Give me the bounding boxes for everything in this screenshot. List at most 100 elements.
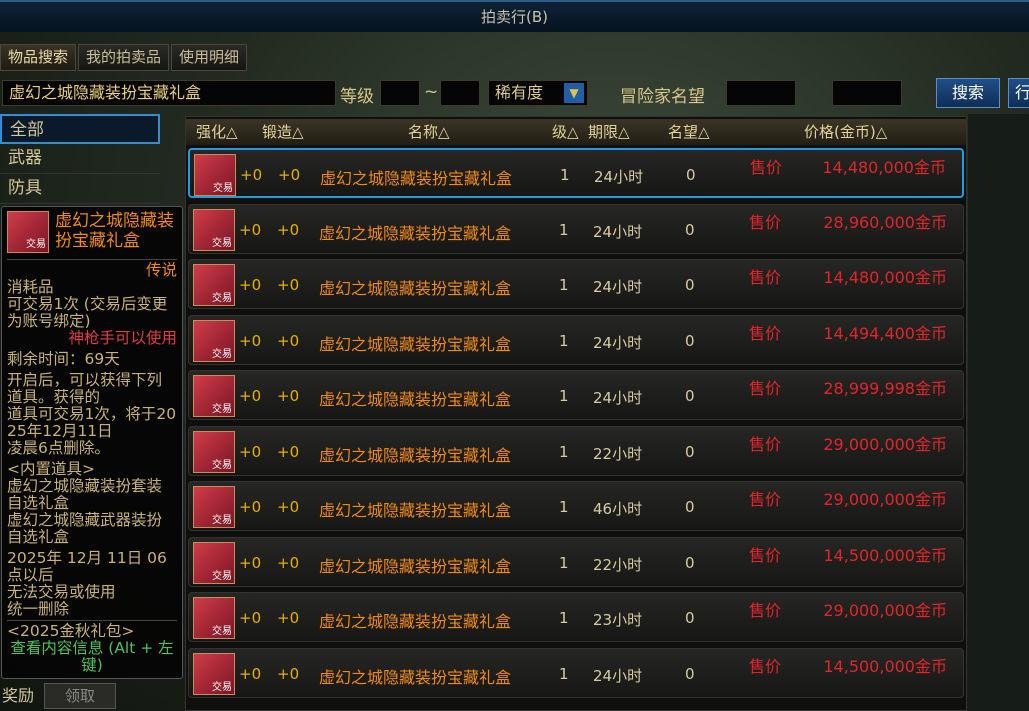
forge-value: +0 (277, 220, 300, 239)
price-value: 14,494,400金币 (823, 323, 947, 343)
forge-value: +0 (277, 553, 300, 572)
sell-label: 售价 (749, 490, 782, 509)
price-value: 28,999,998金币 (823, 379, 947, 398)
sell-label: 售价 (749, 434, 782, 454)
table-row[interactable]: 交易 +0 +0 虚幻之城隐藏装扮宝藏礼盒 1 24小时 0 售价 28,960… (188, 203, 964, 254)
table-row[interactable]: 交易 +0 +0 虚幻之城隐藏装扮宝藏礼盒 1 24小时 0 售价 28,999… (188, 370, 964, 420)
time-value: 22小时 (593, 444, 643, 463)
fame-value: 0 (685, 276, 695, 294)
time-value: 24小时 (594, 168, 644, 186)
trade-badge: 交易 (212, 293, 232, 304)
search-input[interactable]: 虚幻之城隐藏装扮宝藏礼盒 (2, 80, 336, 106)
item-name: 虚幻之城隐藏装扮宝藏礼盒 (319, 501, 512, 520)
forge-value: +0 (277, 442, 300, 461)
level-min-input[interactable] (380, 80, 420, 106)
fame-min-input[interactable] (726, 80, 796, 106)
tooltip-class: 神枪手可以使用 (68, 329, 177, 347)
tooltip-remaining: 剩余时间：69天 (7, 350, 120, 368)
trade-badge: 交易 (212, 681, 232, 693)
trade-badge: 交易 (26, 239, 46, 250)
fame-value: 0 (685, 220, 695, 239)
table-row[interactable]: 交易 +0 +0 虚幻之城隐藏装扮宝藏礼盒 1 22小时 0 售价 29,000… (188, 425, 964, 476)
item-name: 虚幻之城隐藏装扮宝藏礼盒 (319, 223, 512, 243)
rarity-dropdown[interactable]: 稀有度 ▼ (488, 80, 588, 106)
time-value: 24小时 (593, 278, 643, 296)
item-name: 虚幻之城隐藏装扮宝藏礼盒 (319, 445, 512, 465)
table-row[interactable]: 交易 +0 +0 虚幻之城隐藏装扮宝藏礼盒 1 46小时 0 售价 29,000… (188, 481, 964, 531)
fame-value: 0 (685, 553, 695, 572)
gift-box-icon: 交易 (193, 264, 235, 306)
table-row[interactable]: 交易 +0 +0 虚幻之城隐藏装扮宝藏礼盒 1 22小时 0 售价 14,500… (188, 536, 964, 587)
tab-my-auctions[interactable]: 我的拍卖品 (78, 44, 170, 71)
chevron-down-icon: ▼ (564, 83, 584, 103)
level-value: 1 (560, 166, 570, 184)
table-row[interactable]: 交易 +0 +0 虚幻之城隐藏装扮宝藏礼盒 1 24小时 0 售价 14,500… (188, 647, 964, 698)
level-value: 1 (559, 664, 569, 683)
sell-label: 售价 (749, 656, 782, 676)
tooltip-expiry-3: 统一删除 (7, 600, 70, 618)
time-value: 24小时 (593, 666, 643, 685)
enhance-value: +0 (239, 387, 262, 405)
header-forge[interactable]: 锻造△ (262, 123, 304, 141)
tooltip-expiry-2: 无法交易或使用 (7, 583, 116, 601)
price-value: 28,960,000金币 (823, 212, 947, 232)
fame-label: 冒险家名望 (620, 87, 705, 107)
header-enhance[interactable]: 强化△ (196, 123, 238, 141)
sidebar-item-armor[interactable]: 防具 (0, 174, 160, 204)
level-value: 1 (559, 609, 569, 627)
price-value: 14,500,000金币 (823, 545, 947, 565)
price-value: 14,480,000金币 (823, 268, 947, 287)
price-value: 14,500,000金币 (823, 656, 947, 676)
tooltip-content-item: 虚幻之城隐藏武器装扮自选礼盒 (7, 511, 163, 546)
enhance-value: +0 (239, 442, 262, 461)
table-row[interactable]: 交易 +0 +0 虚幻之城隐藏装扮宝藏礼盒 1 24小时 0 售价 14,494… (188, 314, 964, 365)
fame-max-input[interactable] (832, 80, 902, 106)
price-value: 29,000,000金币 (823, 434, 947, 454)
enhance-value: +0 (239, 553, 262, 572)
gift-box-icon: 交易 (194, 154, 236, 196)
tooltip-trade: 可交易1次 (交易后变更为账号绑定) (7, 295, 168, 330)
tab-item-search[interactable]: 物品搜索 (0, 44, 77, 71)
sell-label: 售价 (749, 545, 782, 565)
item-name: 虚幻之城隐藏装扮宝藏礼盒 (319, 667, 512, 687)
level-value: 1 (559, 220, 569, 239)
sidebar-item-all[interactable]: 全部 (0, 114, 160, 144)
trade-badge: 交易 (212, 404, 232, 415)
sidebar-item-weapon[interactable]: 武器 (0, 144, 160, 174)
trade-badge: 交易 (212, 570, 232, 582)
tooltip-expiry-1: 2025年 12月 11日 06点以后 (7, 549, 167, 584)
tab-usage-details[interactable]: 使用明细 (171, 44, 248, 71)
enhance-value: +0 (240, 166, 263, 184)
gift-box-icon: 交易 (7, 211, 49, 253)
fame-value: 0 (685, 442, 695, 461)
auction-table: 强化△ 锻造△ 名称△ 级△ 期限△ 名望△ 价格(金币)△ 交易 +0 +0 … (185, 116, 967, 711)
table-row[interactable]: 交易 +0 +0 虚幻之城隐藏装扮宝藏礼盒 1 24小时 0 售价 14,480… (188, 148, 964, 198)
gift-box-icon: 交易 (193, 375, 235, 417)
gift-box-icon: 交易 (193, 430, 235, 473)
forge-value: +0 (277, 276, 300, 294)
forge-value: +0 (277, 498, 300, 516)
item-name: 虚幻之城隐藏装扮宝藏礼盒 (319, 612, 512, 631)
enhance-value: +0 (239, 664, 262, 683)
fame-value: 0 (686, 166, 696, 184)
table-row[interactable]: 交易 +0 +0 虚幻之城隐藏装扮宝藏礼盒 1 24小时 0 售价 14,480… (188, 259, 964, 309)
enhance-value: +0 (239, 220, 262, 239)
next-button[interactable]: 行 (1008, 78, 1029, 108)
level-max-input[interactable] (440, 80, 480, 106)
item-name: 虚幻之城隐藏装扮宝藏礼盒 (319, 556, 512, 576)
level-value: 1 (559, 331, 569, 350)
header-level[interactable]: 级△ (552, 123, 579, 141)
search-button[interactable]: 搜索 (936, 78, 1000, 108)
sell-label: 售价 (749, 323, 782, 343)
fame-value: 0 (685, 387, 695, 405)
table-row[interactable]: 交易 +0 +0 虚幻之城隐藏装扮宝藏礼盒 1 23小时 0 售价 29,000… (188, 592, 964, 642)
header-price[interactable]: 价格(金币)△ (804, 123, 888, 141)
item-name: 虚幻之城隐藏装扮宝藏礼盒 (319, 279, 512, 298)
enhance-value: +0 (239, 331, 262, 350)
claim-button[interactable]: 领取 (44, 683, 116, 709)
tooltip-desc-1: 开启后，可以获得下列道具。获得的 (7, 371, 163, 406)
sell-label: 售价 (749, 268, 782, 287)
header-name[interactable]: 名称△ (408, 123, 450, 141)
header-fame[interactable]: 名望△ (668, 123, 710, 141)
header-time[interactable]: 期限△ (588, 123, 630, 141)
